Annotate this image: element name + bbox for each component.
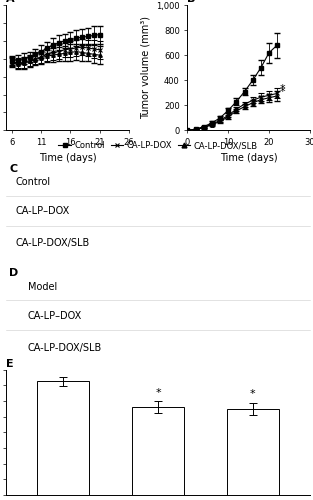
Text: Control: Control (15, 178, 50, 188)
Text: C: C (9, 164, 18, 174)
Bar (132, 407, 184, 495)
Text: *: * (279, 84, 285, 94)
Text: E: E (6, 359, 14, 369)
Bar (37, 382, 89, 495)
Legend: Control, CA-LP-DOX, CA-LP-DOX/SLB: Control, CA-LP-DOX, CA-LP-DOX/SLB (55, 138, 261, 154)
Text: *: * (250, 390, 256, 400)
X-axis label: Time (days): Time (days) (39, 152, 96, 162)
Text: *: * (155, 388, 161, 398)
X-axis label: Time (days): Time (days) (220, 152, 277, 162)
Bar (227, 409, 279, 495)
Text: B: B (187, 0, 196, 4)
Text: CA-LP–DOX: CA-LP–DOX (15, 206, 69, 216)
Text: A: A (6, 0, 15, 4)
Text: Model: Model (28, 282, 57, 292)
Text: D: D (9, 268, 18, 278)
Text: CA-LP-DOX/SLB: CA-LP-DOX/SLB (28, 342, 102, 352)
Text: CA-LP–DOX: CA-LP–DOX (28, 310, 82, 320)
Y-axis label: Tumor volume (mm³): Tumor volume (mm³) (141, 16, 151, 119)
Text: CA-LP-DOX/SLB: CA-LP-DOX/SLB (15, 238, 90, 248)
Text: *: * (279, 88, 285, 98)
